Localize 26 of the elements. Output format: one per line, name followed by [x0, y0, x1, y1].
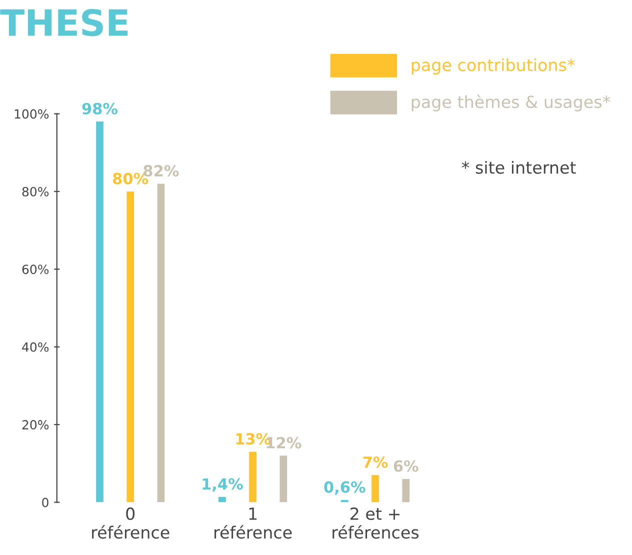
bar [96, 122, 104, 502]
chart-title: THESE [0, 8, 128, 36]
y-tick-label: 0 [42, 498, 48, 508]
data-label: 1,4% [202, 478, 243, 492]
x-tick-label: 2 et + références [332, 507, 419, 539]
bar [218, 496, 226, 502]
bar [402, 478, 410, 502]
y-tick-label: 60% [22, 264, 49, 274]
bar [157, 184, 165, 502]
bar [126, 191, 134, 502]
text: * site internet [462, 160, 576, 174]
y-tick-label: 40% [22, 342, 49, 352]
data-label: 6% [394, 460, 418, 472]
legend-label: page thèmes & usages* [412, 94, 610, 112]
bar [249, 452, 256, 502]
x-tick-label: 1 référence [214, 508, 292, 539]
y-tick-label: 100% [14, 109, 49, 119]
x-tick-label: 0 référence [92, 507, 170, 539]
data-label: 7% [363, 456, 388, 468]
bar [372, 475, 379, 502]
legend-label: page contributions* [412, 58, 575, 74]
data-label: 0,6% [324, 481, 366, 495]
bar [280, 456, 288, 502]
data-label: 98% [82, 102, 118, 114]
y-tick-label: 80% [22, 186, 49, 196]
y-tick-label: 20% [22, 420, 49, 430]
